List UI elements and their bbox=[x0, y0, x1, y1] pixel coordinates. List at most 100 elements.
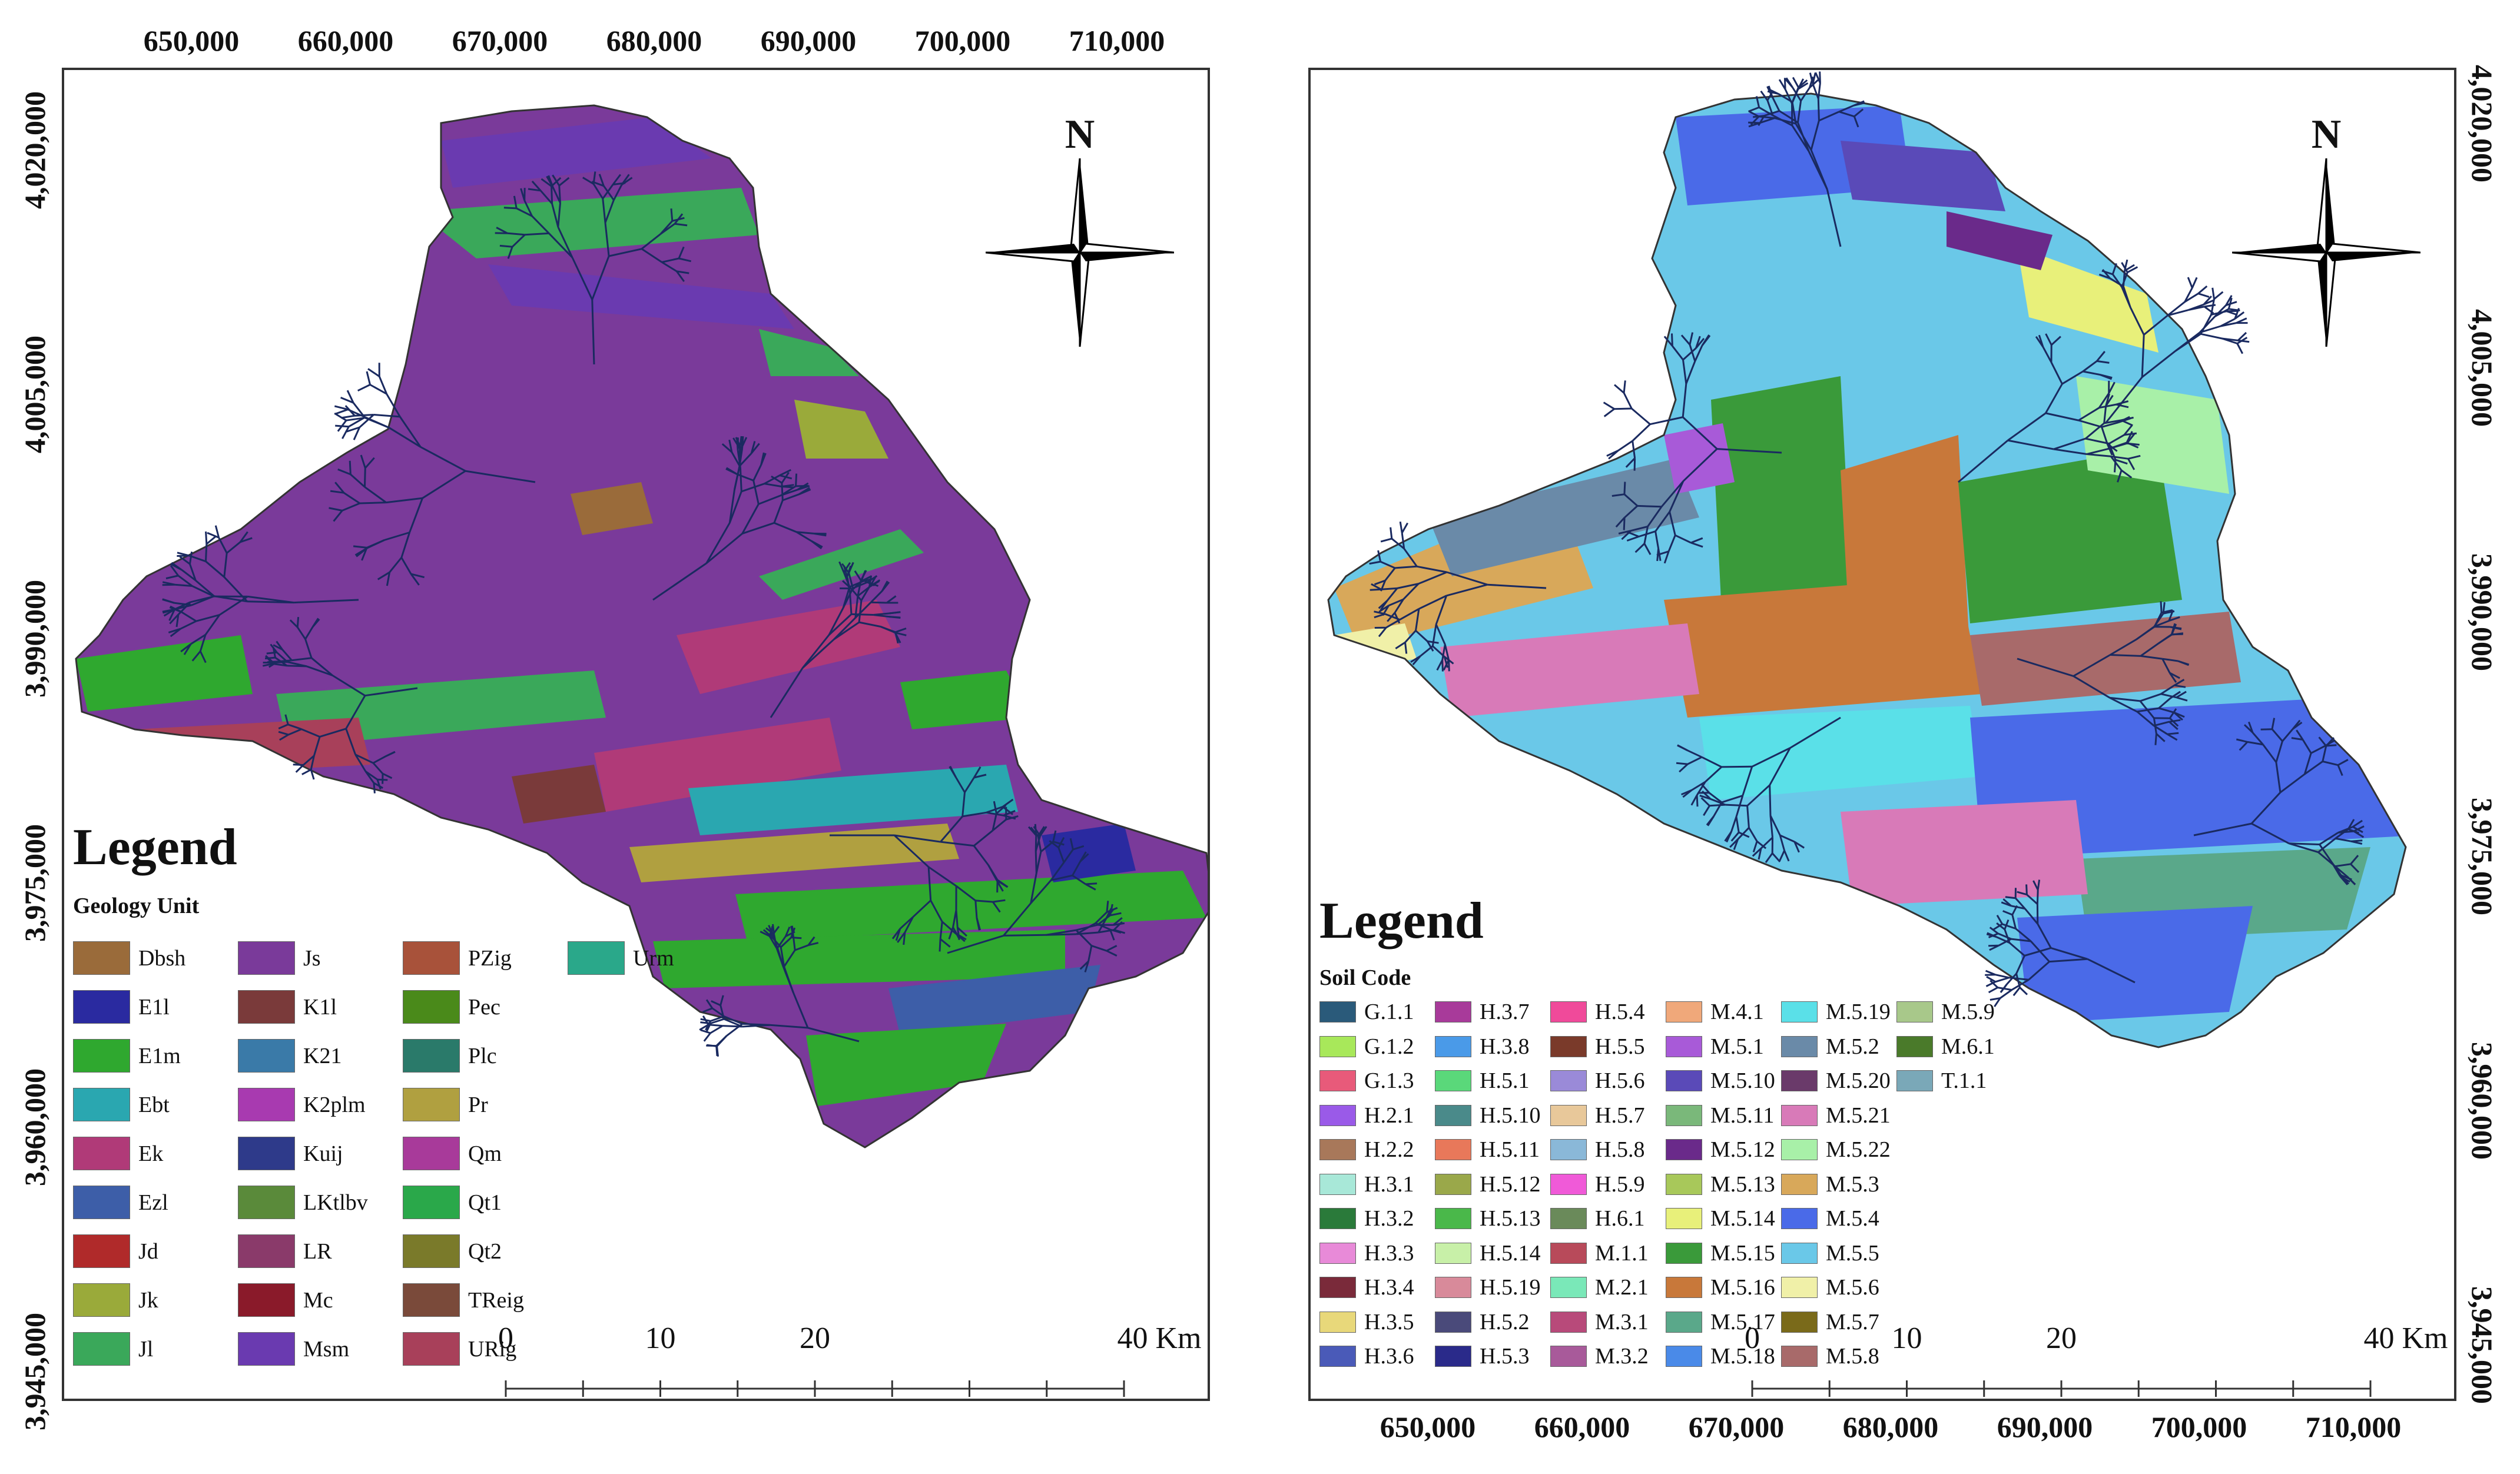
stream-segment bbox=[1030, 879, 1052, 904]
stream-segment bbox=[2303, 752, 2312, 775]
stream-segment bbox=[895, 628, 907, 633]
legend-swatch bbox=[238, 1039, 295, 1073]
stream-segment bbox=[1415, 630, 1428, 642]
stream-segment bbox=[1436, 659, 1444, 671]
stream-segment bbox=[808, 942, 819, 947]
stream-segment bbox=[1995, 974, 2010, 979]
stream-segment bbox=[346, 390, 354, 403]
stream-segment bbox=[1623, 392, 1633, 409]
stream-segment bbox=[1633, 458, 1636, 471]
stream-segment bbox=[1682, 347, 1697, 361]
stream-segment bbox=[1694, 345, 1703, 362]
stream-segment bbox=[2083, 370, 2100, 376]
legend-swatch bbox=[1781, 1311, 1818, 1333]
stream-segment bbox=[1401, 533, 1405, 549]
stream-segment bbox=[1771, 96, 1780, 112]
legend-item: M.5.9 bbox=[1896, 999, 1995, 1025]
legend-swatch bbox=[403, 1088, 460, 1121]
stream-segment bbox=[177, 601, 191, 615]
stream-segment bbox=[849, 592, 853, 615]
stream-segment bbox=[598, 174, 605, 187]
legend-label: M.6.1 bbox=[1941, 1034, 1995, 1059]
legend-swatch bbox=[1319, 1208, 1356, 1229]
legend-item: H.5.13 bbox=[1435, 1206, 1540, 1231]
stream-segment bbox=[728, 489, 735, 523]
stream-segment bbox=[1072, 845, 1085, 851]
stream-segment bbox=[848, 572, 854, 589]
stream-segment bbox=[1800, 87, 1811, 102]
stream-segment bbox=[798, 489, 811, 496]
stream-segment bbox=[1724, 831, 1732, 842]
stream-segment bbox=[940, 815, 963, 843]
legend-label: H.3.8 bbox=[1480, 1034, 1530, 1059]
stream-segment bbox=[1730, 832, 1740, 842]
stream-segment bbox=[1853, 108, 1864, 117]
stream-segment bbox=[1996, 914, 2003, 925]
legend-item: M.5.7 bbox=[1781, 1309, 1879, 1335]
stream-segment bbox=[1395, 641, 1406, 650]
stream-segment bbox=[310, 755, 315, 770]
legend-swatch bbox=[1319, 1070, 1356, 1091]
stream-segment bbox=[199, 634, 207, 652]
stream-network bbox=[162, 171, 1126, 1057]
stream-segment bbox=[1432, 645, 1445, 658]
stream-segment bbox=[1112, 917, 1123, 926]
stream-segment bbox=[1435, 595, 1448, 625]
legend-item: M.5.6 bbox=[1781, 1274, 1879, 1300]
stream-segment bbox=[1721, 765, 1752, 768]
legend-label: G.1.1 bbox=[1364, 1000, 1414, 1024]
stream-segment bbox=[2156, 733, 2166, 742]
scale-label: 40 Km bbox=[1117, 1322, 1202, 1355]
stream-segment bbox=[1680, 334, 1691, 346]
stream-segment bbox=[783, 966, 794, 993]
stream-segment bbox=[1818, 111, 1840, 122]
legend-label: M.5.3 bbox=[1826, 1171, 1879, 1197]
stream-segment bbox=[367, 368, 380, 377]
stream-segment bbox=[304, 626, 314, 640]
legend-swatch bbox=[73, 1332, 130, 1366]
stream-segment bbox=[2170, 626, 2182, 630]
stream-segment bbox=[499, 244, 513, 248]
legend-swatch bbox=[403, 1039, 460, 1073]
stream-segment bbox=[1630, 525, 1648, 532]
stream-segment bbox=[1687, 749, 1703, 758]
stream-segment bbox=[1667, 535, 1676, 552]
legend-item: Qt2 bbox=[403, 1234, 502, 1268]
stream-segment bbox=[1669, 480, 1685, 513]
stream-segment bbox=[739, 467, 742, 492]
legend-item: M.5.14 bbox=[1666, 1206, 1775, 1231]
stream-segment bbox=[2110, 456, 2123, 471]
stream-segment bbox=[512, 234, 526, 248]
stream-segment bbox=[204, 614, 221, 635]
legend-label: G.1.2 bbox=[1364, 1034, 1414, 1059]
legend-item: H.5.4 bbox=[1550, 999, 1644, 1025]
legend-swatch bbox=[1435, 1139, 1471, 1160]
stream-segment bbox=[2200, 333, 2223, 340]
stream-segment bbox=[1049, 840, 1059, 849]
stream-segment bbox=[1759, 117, 1775, 124]
stream-segment bbox=[768, 935, 778, 949]
stream-segment bbox=[764, 474, 780, 485]
stream-segment bbox=[1682, 360, 1687, 384]
stream-segment bbox=[2017, 891, 2027, 896]
stream-segment bbox=[770, 935, 782, 948]
stream-segment bbox=[2015, 897, 2026, 909]
stream-segment bbox=[993, 801, 997, 814]
stream-segment bbox=[719, 995, 724, 1006]
stream-segment bbox=[277, 659, 292, 663]
stream-segment bbox=[389, 427, 422, 448]
legend-swatch bbox=[1896, 1070, 1933, 1091]
stream-segment bbox=[310, 769, 315, 780]
stream-segment bbox=[1701, 756, 1722, 768]
stream-segment bbox=[2102, 268, 2111, 279]
stream-segment bbox=[386, 497, 423, 504]
stream-segment bbox=[711, 1007, 725, 1017]
legend-label: Msm bbox=[303, 1336, 350, 1362]
stream-segment bbox=[833, 617, 856, 640]
stream-segment bbox=[1682, 448, 1718, 482]
legend-item: H.5.19 bbox=[1435, 1274, 1540, 1300]
stream-segment bbox=[1729, 838, 1739, 848]
stream-segment bbox=[2262, 744, 2277, 763]
stream-segment bbox=[2140, 655, 2163, 660]
stream-segment bbox=[782, 493, 800, 502]
